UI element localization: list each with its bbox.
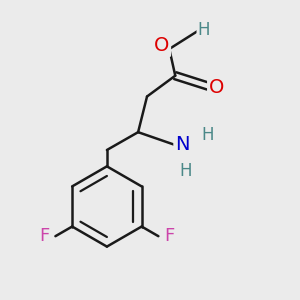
Text: N: N [175, 135, 189, 154]
Text: F: F [165, 227, 175, 245]
Text: F: F [39, 227, 49, 245]
Text: H: H [202, 126, 214, 144]
Text: O: O [208, 78, 224, 97]
Text: H: H [179, 162, 192, 180]
Text: O: O [154, 37, 170, 56]
Text: H: H [198, 21, 210, 39]
